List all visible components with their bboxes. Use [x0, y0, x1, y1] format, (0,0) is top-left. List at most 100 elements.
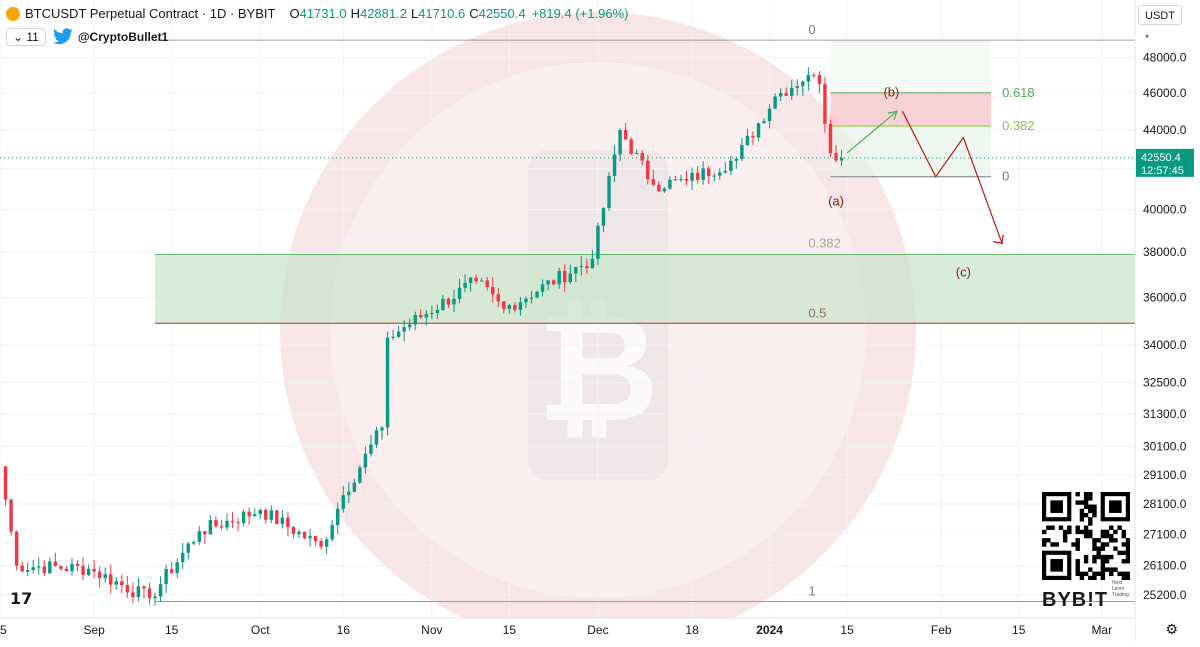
qr-module — [1079, 512, 1085, 518]
qr-module — [1075, 492, 1080, 497]
candle — [684, 170, 689, 186]
candle-body — [479, 280, 484, 282]
candle — [92, 559, 96, 579]
candle — [706, 166, 711, 184]
candle — [546, 280, 550, 291]
qr-module — [1079, 500, 1085, 505]
candle-body — [37, 566, 41, 568]
indicator-toggle[interactable]: ⌄ 11 — [6, 28, 46, 46]
candle-body — [53, 561, 58, 567]
symbol-header: BTCUSDT Perpetual Contract · 1D · BYBIT … — [6, 6, 628, 21]
candle-body — [706, 168, 711, 177]
candle — [324, 536, 329, 555]
qr-module — [1096, 571, 1101, 577]
y-tick-11: 29100.0 — [1143, 468, 1187, 482]
qr-module — [1109, 554, 1114, 560]
candle — [579, 256, 584, 276]
candle — [330, 520, 334, 542]
candle — [280, 510, 285, 529]
candle — [131, 582, 135, 604]
candle-body — [31, 567, 35, 570]
x-tick-3: Oct — [251, 623, 270, 637]
candle-body — [131, 592, 135, 597]
candle-body — [264, 509, 268, 520]
qr-module — [1121, 559, 1127, 564]
qr-module — [1075, 559, 1080, 564]
projection-up-line — [846, 110, 898, 154]
zone-1 — [830, 92, 992, 127]
candle — [352, 478, 357, 493]
candle-body — [828, 123, 833, 154]
candle — [590, 249, 595, 269]
candle — [468, 276, 473, 292]
candle — [557, 267, 561, 289]
low-label: L — [410, 6, 419, 21]
candle-body — [806, 74, 811, 82]
candle — [673, 175, 678, 181]
qr-module — [1092, 512, 1097, 518]
candle-body — [308, 536, 312, 539]
candle — [275, 510, 279, 525]
candle — [496, 288, 501, 307]
qr-code — [1042, 492, 1131, 581]
qr-module — [1050, 525, 1055, 530]
candle — [524, 296, 528, 309]
qr-module — [1079, 575, 1085, 581]
chevron-down-icon: ▾ — [1145, 32, 1150, 41]
qr-module — [1104, 542, 1110, 547]
candle-body — [20, 565, 24, 572]
qr-module — [1100, 575, 1106, 581]
qr-module — [1054, 542, 1059, 547]
candle-body — [236, 522, 240, 524]
candle-body — [762, 121, 766, 124]
qr-module — [1092, 542, 1097, 547]
candle-body — [97, 571, 102, 579]
candle — [407, 318, 412, 331]
candle-body — [158, 584, 163, 597]
symbol-title[interactable]: BTCUSDT Perpetual Contract · 1D · BYBIT — [25, 6, 276, 21]
gear-icon[interactable]: ⚙ — [1165, 621, 1178, 637]
qr-module — [1121, 575, 1127, 581]
price-tag-value: 42550.4 — [1141, 152, 1181, 164]
candle-body — [197, 531, 202, 542]
candle-body — [219, 526, 224, 528]
qr-module — [1109, 538, 1114, 543]
candle — [142, 585, 146, 599]
candle-body — [457, 287, 462, 299]
qr-module — [1104, 567, 1110, 572]
candle-body — [297, 531, 301, 534]
y-tick-8: 32500.0 — [1143, 376, 1187, 390]
candle — [219, 519, 224, 530]
x-tick-11: Feb — [931, 623, 952, 637]
qr-module — [1125, 542, 1131, 547]
candle-body — [14, 531, 19, 566]
candle-body — [347, 491, 351, 496]
candle-body — [380, 427, 384, 431]
candle — [662, 187, 667, 193]
candle — [751, 131, 755, 146]
twitter-credit: @CryptoBullet1 — [52, 28, 168, 46]
price-tag-countdown: 12:57:45 — [1141, 165, 1184, 177]
candle — [214, 516, 218, 529]
candle — [640, 150, 644, 166]
x-tick-2: 15 — [165, 623, 179, 637]
candle-body — [186, 543, 190, 553]
close-value: 42550.4 — [478, 6, 526, 21]
candle-body — [407, 324, 412, 328]
candle — [59, 565, 63, 571]
low-value: 41710.6 — [418, 6, 466, 21]
candle-body — [729, 160, 733, 171]
candle-body — [513, 305, 517, 310]
candle-body — [430, 313, 434, 315]
candle — [823, 76, 827, 133]
qr-module — [1083, 496, 1089, 501]
candle — [756, 122, 761, 142]
qr-module — [1100, 567, 1106, 572]
qr-module — [1079, 529, 1085, 535]
qr-module — [1062, 529, 1068, 535]
candle-body — [817, 75, 822, 84]
currency-selector[interactable]: USDT ▾ — [1138, 5, 1182, 41]
candle-body — [712, 175, 716, 177]
